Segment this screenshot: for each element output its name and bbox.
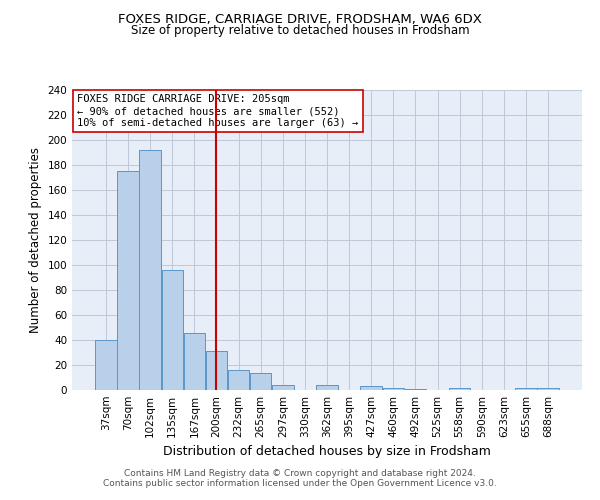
Text: FOXES RIDGE CARRIAGE DRIVE: 205sqm
← 90% of detached houses are smaller (552)
10: FOXES RIDGE CARRIAGE DRIVE: 205sqm ← 90%…	[77, 94, 358, 128]
Text: Size of property relative to detached houses in Frodsham: Size of property relative to detached ho…	[131, 24, 469, 37]
Bar	[139, 150, 161, 390]
X-axis label: Distribution of detached houses by size in Frodsham: Distribution of detached houses by size …	[163, 446, 491, 458]
Bar	[449, 388, 470, 390]
Bar	[272, 385, 293, 390]
Bar	[250, 372, 271, 390]
Y-axis label: Number of detached properties: Number of detached properties	[29, 147, 42, 333]
Bar	[361, 386, 382, 390]
Bar	[228, 370, 249, 390]
Bar	[538, 388, 559, 390]
Bar	[117, 171, 139, 390]
Bar	[515, 388, 537, 390]
Bar	[316, 385, 338, 390]
Bar	[405, 389, 426, 390]
Text: Contains public sector information licensed under the Open Government Licence v3: Contains public sector information licen…	[103, 478, 497, 488]
Bar	[95, 340, 116, 390]
Bar	[206, 351, 227, 390]
Text: Contains HM Land Registry data © Crown copyright and database right 2024.: Contains HM Land Registry data © Crown c…	[124, 468, 476, 477]
Bar	[383, 388, 404, 390]
Bar	[184, 332, 205, 390]
Bar	[161, 270, 183, 390]
Text: FOXES RIDGE, CARRIAGE DRIVE, FRODSHAM, WA6 6DX: FOXES RIDGE, CARRIAGE DRIVE, FRODSHAM, W…	[118, 12, 482, 26]
